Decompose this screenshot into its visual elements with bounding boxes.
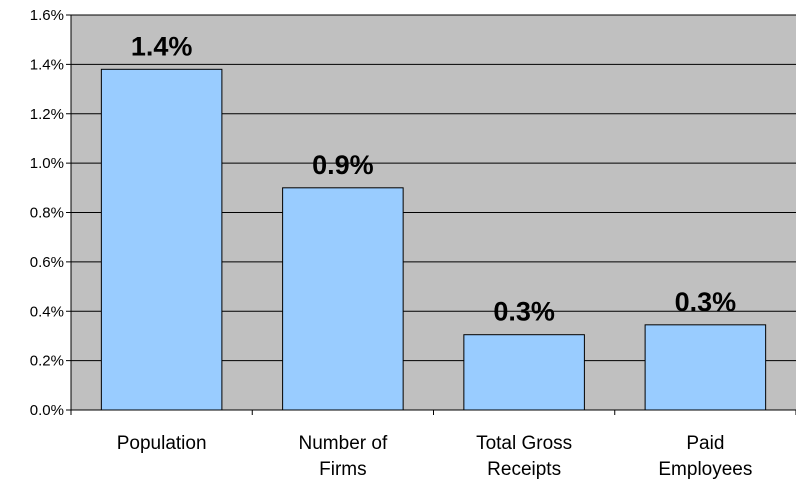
- data-label: 0.3%: [493, 297, 555, 327]
- x-category-label: Receipts: [487, 459, 561, 480]
- y-tick-label: 1.4%: [30, 56, 64, 73]
- x-category-label: Firms: [319, 459, 366, 480]
- x-category-label: Number of: [299, 433, 388, 454]
- x-category-label: Paid: [686, 433, 724, 454]
- x-category-label: Population: [117, 433, 207, 454]
- y-tick-label: 0.2%: [30, 353, 64, 370]
- y-tick-label: 0.8%: [30, 205, 64, 222]
- x-category-label: Employees: [658, 459, 752, 480]
- y-tick-label: 0.6%: [30, 254, 64, 271]
- x-category-label: Total Gross: [476, 433, 572, 454]
- y-tick-label: 0.0%: [30, 402, 64, 419]
- bar: [644, 324, 767, 411]
- data-label: 1.4%: [131, 31, 193, 61]
- bar: [463, 334, 585, 411]
- y-axis-tick-labels: 0.0% 0.2% 0.4% 0.6% 0.8% 1.0% 1.2% 1.4% 1.6%: [30, 7, 64, 419]
- y-tick-label: 0.4%: [30, 303, 64, 320]
- y-tick-label: 1.0%: [30, 155, 64, 172]
- x-axis-category-labels: Population Number of Firms Total Gross Recei…: [117, 433, 753, 480]
- data-label: 0.3%: [675, 287, 737, 317]
- y-tick-label: 1.6%: [30, 7, 64, 24]
- data-labels: 1.4% 0.9% 0.3% 0.3%: [131, 31, 736, 326]
- y-tick-label: 1.2%: [30, 106, 64, 123]
- axes: [66, 14, 796, 415]
- bar: [282, 187, 404, 411]
- bars: [100, 68, 767, 411]
- data-label: 0.9%: [312, 150, 374, 180]
- bar: [100, 68, 223, 411]
